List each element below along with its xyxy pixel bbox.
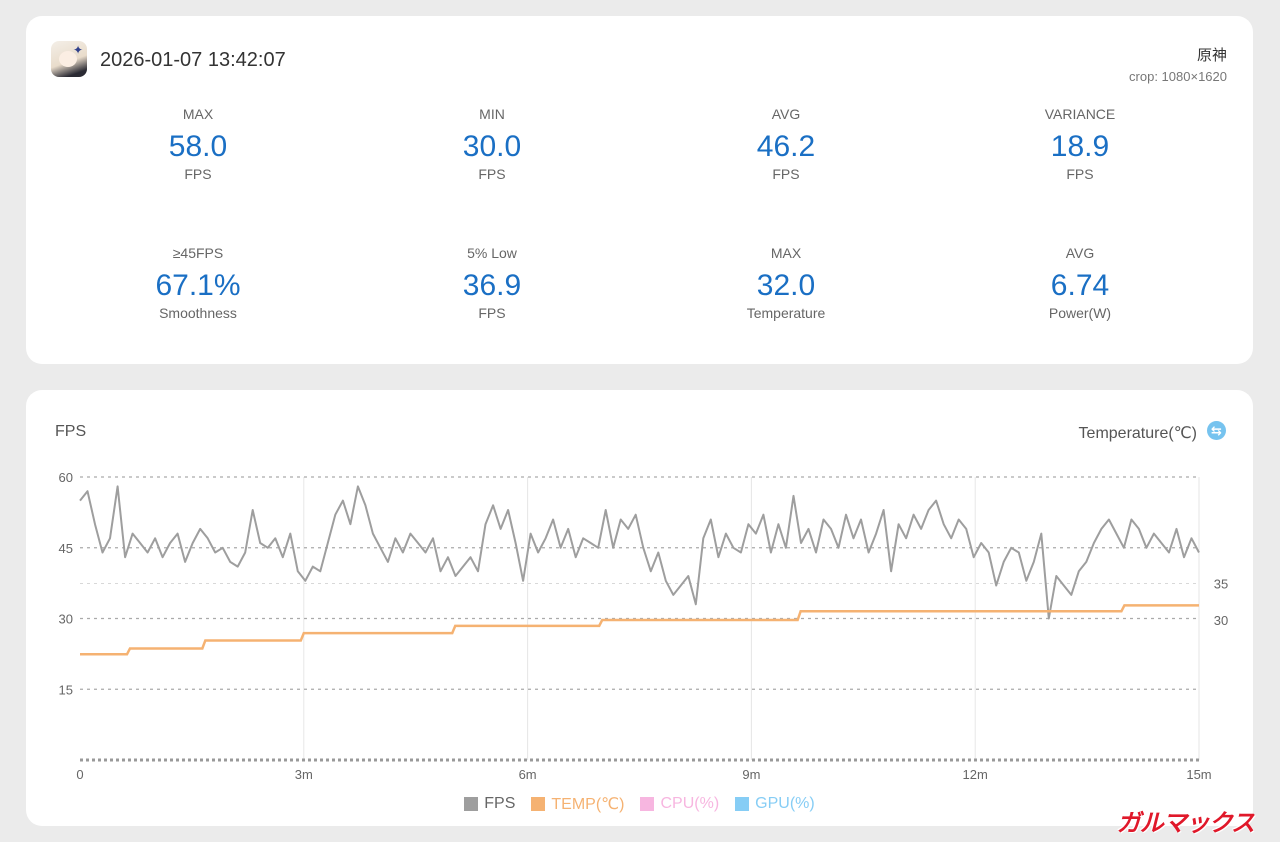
x-tick-label: 6m [519, 767, 537, 782]
legend-label: TEMP(℃) [551, 796, 625, 813]
temp-tick-label: 30 [1214, 613, 1228, 628]
y-tick-label: 15 [59, 682, 73, 697]
legend-item-3[interactable]: GPU(%) [735, 795, 815, 813]
stat-label: AVG [1065, 245, 1095, 261]
stat-unit: FPS [478, 166, 506, 182]
stat-unit: FPS [772, 166, 800, 182]
legend-swatch [735, 797, 750, 811]
stat-value: 18.9 [1050, 130, 1110, 163]
stat-value: 58.0 [168, 130, 228, 163]
stat-2: AVG 46.2 FPS [676, 106, 896, 182]
stat-label: AVG [771, 106, 801, 122]
x-tick-label: 9m [742, 767, 760, 782]
fps-series-line [79, 485, 1200, 620]
crop-resolution: crop: 1080×1620 [1129, 69, 1227, 84]
stat-0: MAX 58.0 FPS [88, 106, 308, 182]
stat-unit: Power(W) [1048, 305, 1112, 321]
stat-label: MIN [479, 106, 505, 122]
temp-series-line [80, 604, 1199, 656]
stat-value: 46.2 [756, 130, 816, 163]
fps-temperature-chart: 0 3m 6m 9m 12m 15m 60 45 30 15 35 30 [59, 470, 1229, 782]
x-tick-label: 0 [76, 767, 83, 782]
legend-swatch [640, 797, 655, 811]
stat-label: 5% Low [467, 245, 517, 261]
y-tick-label: 45 [59, 541, 73, 556]
session-timestamp: 2026-01-07 13:42:07 [100, 49, 286, 71]
watermark-logo: ガルマックス [1116, 810, 1255, 837]
legend-item-2[interactable]: CPU(%) [640, 795, 719, 813]
y-tick-label: 30 [59, 612, 73, 627]
stat-unit: Smoothness [159, 305, 237, 321]
y-tick-label: 60 [59, 470, 73, 485]
stat-unit: FPS [1066, 166, 1094, 182]
legend-label: CPU(%) [660, 795, 720, 812]
stat-value: 36.9 [462, 269, 522, 302]
legend-item-0[interactable]: FPS [464, 795, 515, 813]
legend-swatch [464, 797, 479, 811]
summary-card: ✦ 2026-01-07 13:42:07 原神 crop: 1080×1620… [26, 16, 1253, 364]
fps-axis-title: FPS [55, 423, 87, 440]
x-tick-label: 3m [295, 767, 313, 782]
stat-4: ≥45FPS 67.1% Smoothness [88, 245, 308, 321]
swap-icon[interactable]: ⇆ [1207, 421, 1226, 440]
legend-label: FPS [484, 795, 516, 812]
chart-legend: FPS TEMP(℃) CPU(%) GPU(%) [26, 794, 1253, 816]
stat-1: MIN 30.0 FPS [382, 106, 602, 182]
stat-label: ≥45FPS [172, 245, 224, 261]
x-tick-label: 12m [963, 767, 988, 782]
legend-item-1[interactable]: TEMP(℃) [531, 794, 624, 814]
chart-card: FPS Temperature(℃) ⇆ 0 3m 6m 9m 12m 15m 60 45 30… [26, 390, 1253, 826]
stat-7: AVG 6.74 Power(W) [970, 245, 1190, 321]
stat-5: 5% Low 36.9 FPS [382, 245, 602, 321]
stat-6: MAX 32.0 Temperature [676, 245, 896, 321]
stat-label: MAX [770, 245, 802, 261]
stat-unit: FPS [184, 166, 212, 182]
temp-tick-label: 35 [1214, 577, 1228, 592]
stat-label: MAX [182, 106, 214, 122]
x-tick-label: 15m [1186, 767, 1211, 782]
stat-value: 6.74 [1050, 269, 1110, 302]
stat-value: 32.0 [756, 269, 816, 302]
stat-label: VARIANCE [1044, 106, 1116, 122]
stat-value: 30.0 [462, 130, 522, 163]
legend-label: GPU(%) [755, 795, 815, 812]
temperature-axis-title: Temperature(℃) [1078, 425, 1197, 442]
game-name: 原神 [1196, 47, 1227, 64]
game-app-icon: ✦ [51, 41, 87, 77]
stat-unit: Temperature [746, 305, 826, 321]
legend-swatch [531, 797, 546, 811]
stat-unit: FPS [478, 305, 506, 321]
stat-value: 67.1% [155, 269, 241, 302]
stat-3: VARIANCE 18.9 FPS [970, 106, 1190, 182]
